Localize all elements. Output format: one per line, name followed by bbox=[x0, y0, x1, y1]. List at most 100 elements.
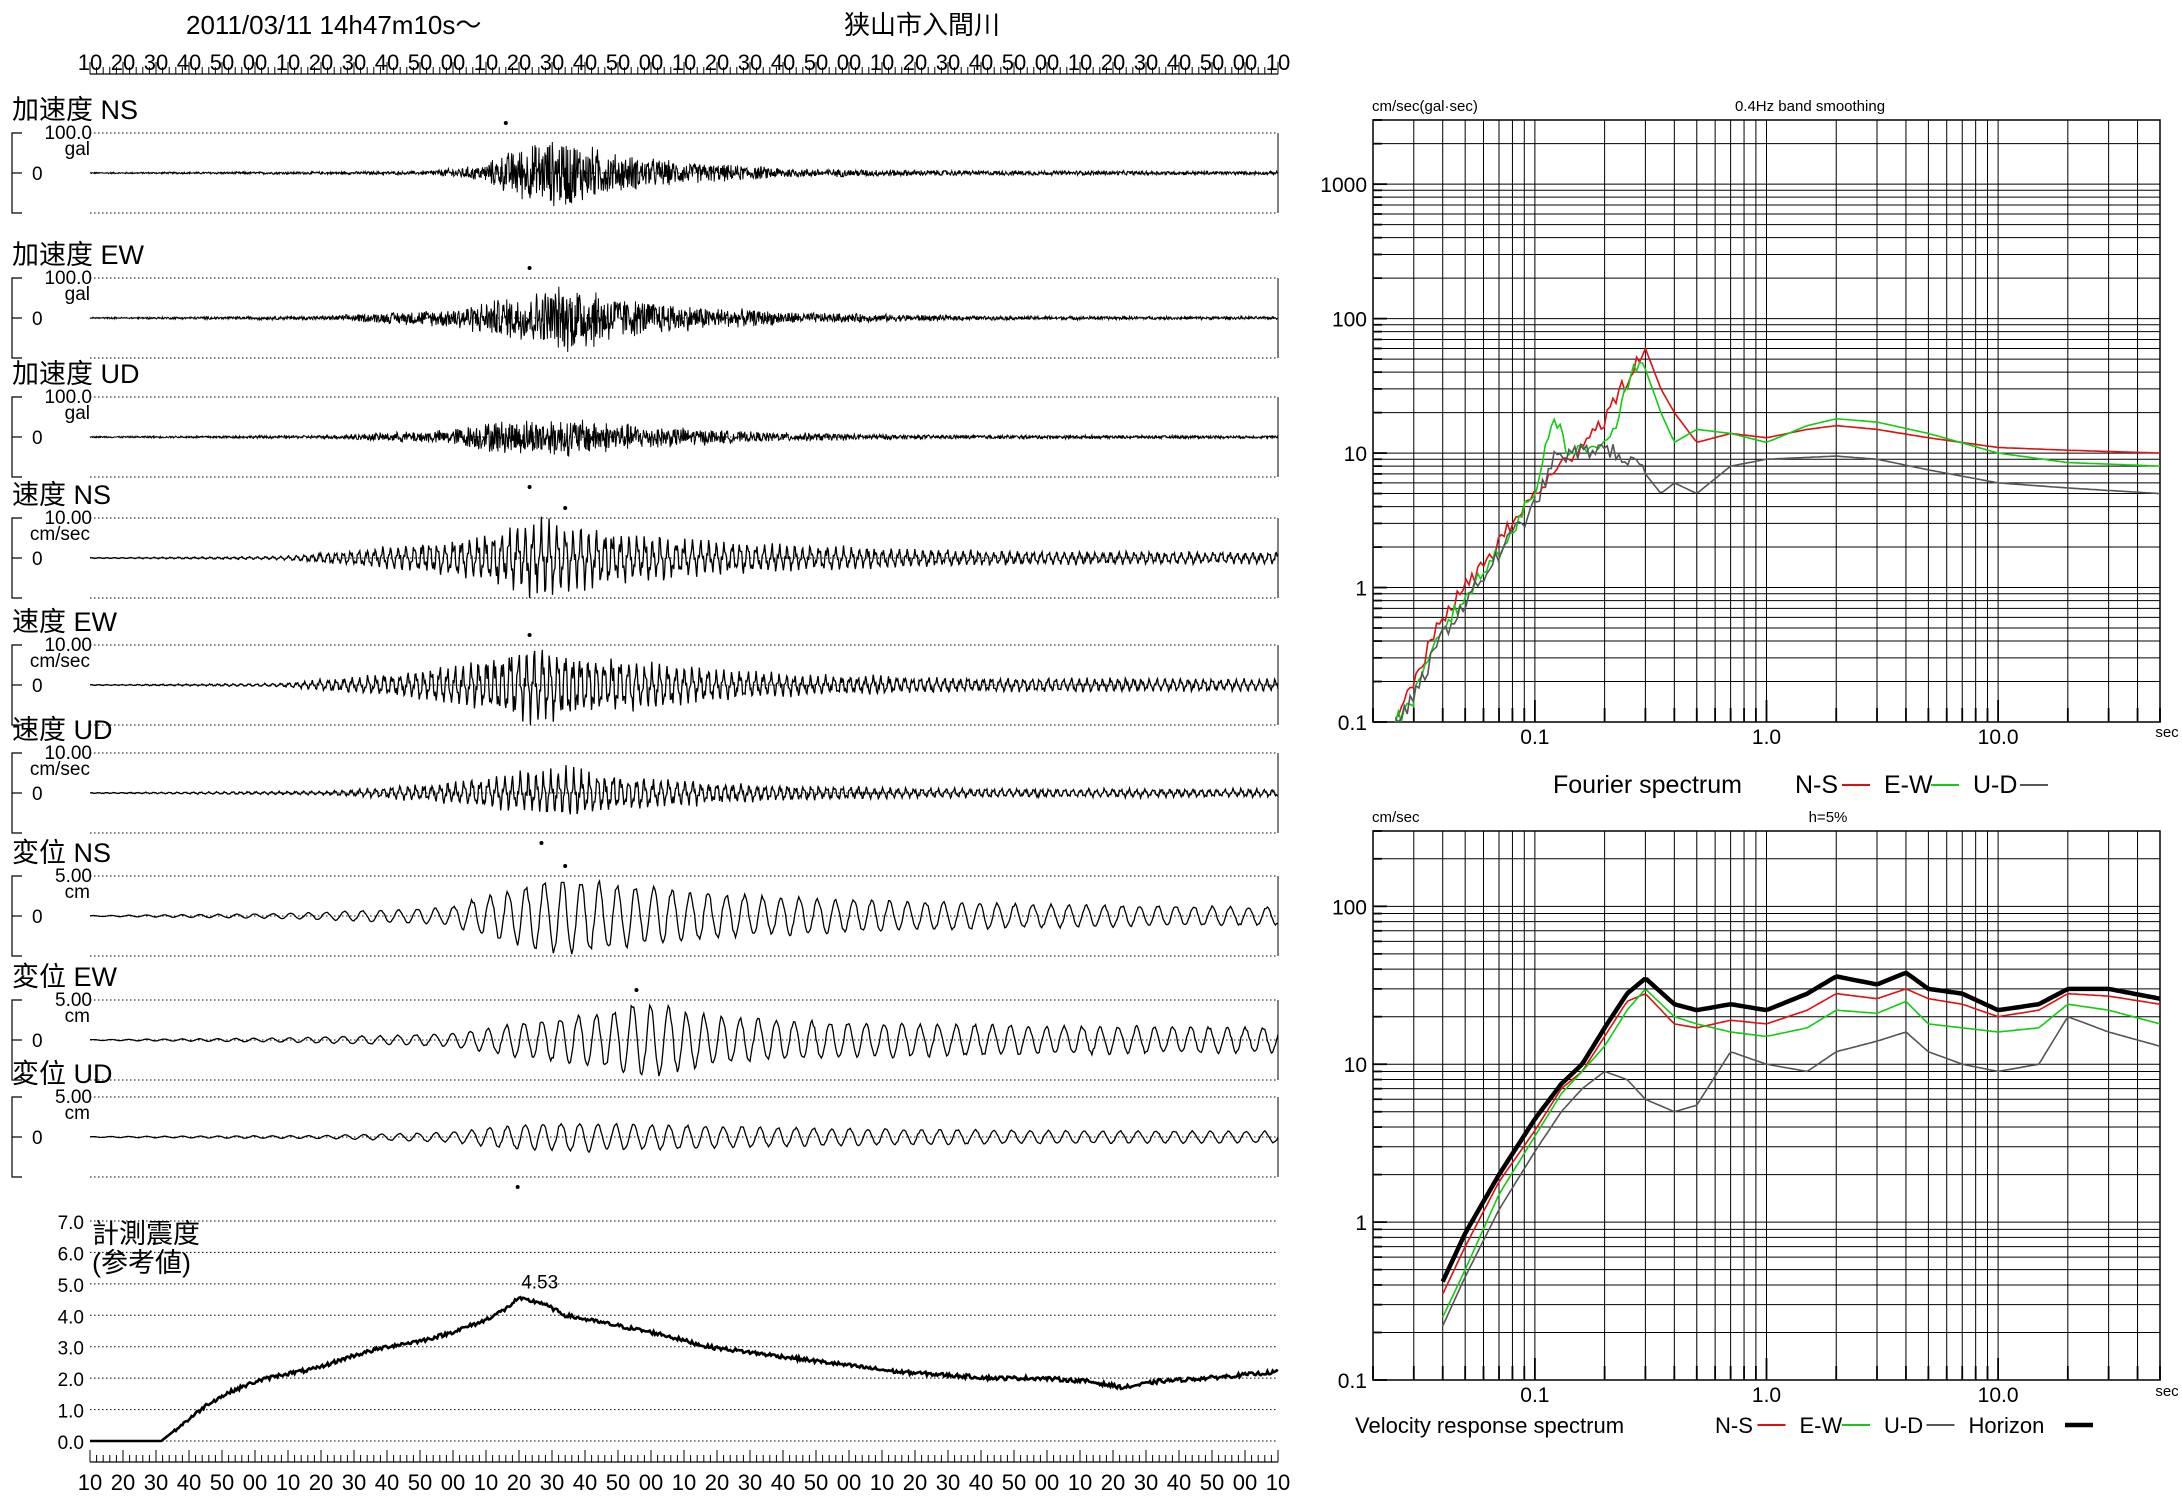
channel-waveform bbox=[89, 765, 1278, 815]
time-axis-bottom-label: 40 bbox=[1167, 1470, 1191, 1495]
time-axis-bottom-label: 00 bbox=[243, 1470, 267, 1495]
channel-zero: 0 bbox=[32, 164, 43, 185]
time-axis-top-label: 00 bbox=[1233, 50, 1257, 75]
channel-label: 変位 UD bbox=[12, 1059, 113, 1089]
time-axis-bottom-label: 40 bbox=[771, 1470, 795, 1495]
time-axis-bottom-label: 00 bbox=[1035, 1470, 1059, 1495]
time-axis-top-label: 50 bbox=[804, 50, 828, 75]
legend-label: N-S bbox=[1795, 771, 1838, 799]
time-axis-bottom-label: 20 bbox=[705, 1470, 729, 1495]
velocity-response-chart: cm/sec h=5% sec Velocity response spectr… bbox=[1332, 809, 2179, 1438]
time-axis-bottom-label: 50 bbox=[1002, 1470, 1026, 1495]
spectrum-ytick-label: 1 bbox=[1355, 578, 1367, 601]
channel-label: 加速度 EW bbox=[12, 240, 145, 270]
channel-zero: 0 bbox=[32, 549, 43, 570]
channel-unit: cm bbox=[65, 1006, 90, 1027]
time-axis-top-label: 50 bbox=[606, 50, 630, 75]
station-name: 狭山市入間川 bbox=[844, 10, 1000, 40]
channel-label: 速度 EW bbox=[12, 607, 118, 637]
spectrum-xtick-label: 10.0 bbox=[1978, 726, 2019, 749]
time-axis-bottom-label: 40 bbox=[573, 1470, 597, 1495]
time-axis-top-label: 50 bbox=[408, 50, 432, 75]
channel-peak-marker bbox=[563, 864, 568, 868]
time-axis-top-label: 40 bbox=[1167, 50, 1191, 75]
fourier-ylabel: cm/sec(gal·sec) bbox=[1372, 98, 1478, 115]
waveform-panels: 10 20 30 40 50 00 10 20 30 40 50 00 10 20 30 40 50 00 10 20… bbox=[11, 50, 1290, 1495]
time-axis-top-label: 10 bbox=[78, 50, 102, 75]
spectrum-series-ud bbox=[1394, 443, 2161, 724]
time-axis-top-label: 20 bbox=[507, 50, 531, 75]
time-axis-bottom-label: 30 bbox=[342, 1470, 366, 1495]
time-axis-bottom-label: 10 bbox=[1266, 1470, 1290, 1495]
channel-zero: 0 bbox=[32, 309, 43, 330]
time-axis-top-label: 30 bbox=[738, 50, 762, 75]
time-axis-bottom-label: 40 bbox=[375, 1470, 399, 1495]
time-axis-top-label: 00 bbox=[243, 50, 267, 75]
channel-scale: 5.00 bbox=[55, 866, 92, 887]
channel-waveform bbox=[89, 878, 1279, 955]
channel-peak-marker bbox=[563, 506, 568, 510]
intensity-tick-label: 4.0 bbox=[58, 1307, 84, 1328]
time-axis-top-label: 10 bbox=[870, 50, 894, 75]
time-axis-top-label: 20 bbox=[111, 50, 135, 75]
channel-scale: 5.00 bbox=[55, 1087, 92, 1108]
channel-unit: cm/sec bbox=[30, 651, 90, 672]
spectrum-ytick-label: 100 bbox=[1332, 896, 1367, 919]
channel-scale: 100.0 bbox=[44, 123, 92, 144]
time-axis-bottom-label: 00 bbox=[837, 1470, 861, 1495]
time-axis-top-label: 10 bbox=[1068, 50, 1092, 75]
time-axis-top-label: 30 bbox=[936, 50, 960, 75]
time-axis-top-label: 10 bbox=[672, 50, 696, 75]
legend-label: Horizon bbox=[1969, 1413, 2045, 1438]
spectrum-xtick-label: 1.0 bbox=[1752, 726, 1781, 749]
spectrum-xtick-label: 10.0 bbox=[1978, 1384, 2019, 1407]
time-axis-top-label: 40 bbox=[771, 50, 795, 75]
channel-label: 変位 NS bbox=[12, 838, 111, 868]
time-axis-bottom-label: 40 bbox=[969, 1470, 993, 1495]
time-axis-top-label: 40 bbox=[375, 50, 399, 75]
time-axis-top-label: 50 bbox=[1200, 50, 1224, 75]
velresp-xlabel: sec bbox=[2155, 1383, 2179, 1400]
channel-waveform bbox=[89, 419, 1279, 457]
spectrum-series-ew bbox=[1394, 361, 2161, 723]
time-axis-bottom-label: 30 bbox=[540, 1470, 564, 1495]
intensity-panel: 7.0 6.0 5.0 4.0 3.0 2.0 1.0 0.0 計測震度(参考値) 4.53 bbox=[58, 1213, 1279, 1454]
spectrum-ytick-label: 1000 bbox=[1320, 174, 1367, 197]
legend-label: E-W bbox=[1800, 1413, 1843, 1438]
time-axis-bottom-label: 50 bbox=[210, 1470, 234, 1495]
spectrum-series-ud bbox=[1441, 1016, 2161, 1327]
time-axis-bottom-label: 10 bbox=[78, 1470, 102, 1495]
velresp-caption: Velocity response spectrum bbox=[1355, 1413, 1624, 1438]
time-axis-bottom-label: 50 bbox=[606, 1470, 630, 1495]
channel-unit: cm/sec bbox=[30, 759, 90, 780]
spectrum-ytick-label: 100 bbox=[1332, 309, 1367, 332]
intensity-sublabel: (参考値) bbox=[92, 1248, 191, 1278]
time-axis-top-label: 40 bbox=[573, 50, 597, 75]
channel-peak-marker bbox=[527, 485, 532, 489]
spectrum-ytick-label: 10 bbox=[1344, 443, 1367, 466]
time-axis-bottom-label: 30 bbox=[936, 1470, 960, 1495]
time-axis-bottom-label: 20 bbox=[1101, 1470, 1125, 1495]
channel-label: 変位 EW bbox=[12, 962, 118, 992]
time-axis-top-label: 40 bbox=[177, 50, 201, 75]
channel-zero: 0 bbox=[32, 1031, 43, 1052]
time-axis-bottom-label: 00 bbox=[1233, 1470, 1257, 1495]
spectrum-ytick-label: 1 bbox=[1355, 1212, 1367, 1235]
time-axis-top-label: 30 bbox=[342, 50, 366, 75]
channel-peak-marker bbox=[634, 988, 639, 992]
time-axis-top-label: 00 bbox=[639, 50, 663, 75]
velresp-title: h=5% bbox=[1809, 809, 1848, 826]
time-axis-bottom-label: 30 bbox=[144, 1470, 168, 1495]
channel-zero: 0 bbox=[32, 784, 43, 805]
fourier-xlabel: sec bbox=[2155, 724, 2179, 741]
time-axis-top-label: 00 bbox=[1035, 50, 1059, 75]
channel-scale: 10.00 bbox=[44, 743, 92, 764]
channel-unit: cm bbox=[65, 882, 90, 903]
intensity-tick-label: 6.0 bbox=[58, 1244, 84, 1265]
time-axis-bottom-label: 20 bbox=[903, 1470, 927, 1495]
